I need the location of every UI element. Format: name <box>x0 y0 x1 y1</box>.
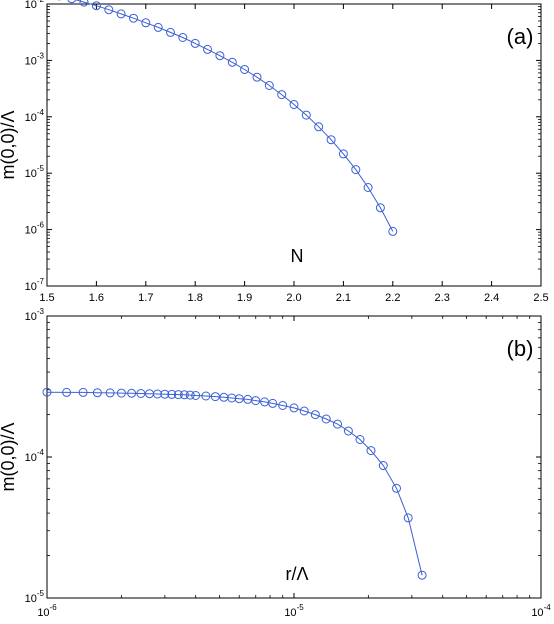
data-point-marker <box>343 426 353 436</box>
data-point-marker <box>185 390 195 400</box>
data-point-marker <box>240 65 250 74</box>
data-point-marker <box>179 390 189 400</box>
x-tick-label: 2.5 <box>533 292 548 304</box>
y-tick-label: 10-3 <box>25 307 45 323</box>
data-point-marker <box>67 0 77 4</box>
y-tick-label: 10-4 <box>25 108 45 124</box>
plot-frame <box>46 3 542 287</box>
data-point-marker <box>351 165 361 175</box>
data-point-marker <box>314 122 324 132</box>
y-tick-label: 10-2 <box>25 0 45 11</box>
panel-label: (a) <box>507 24 534 49</box>
data-point-marker <box>153 22 163 32</box>
data-point-marker <box>366 446 376 456</box>
data-point-marker <box>190 38 200 48</box>
data-point-marker <box>116 9 126 19</box>
data-point-marker <box>166 27 175 37</box>
y-tick-label: 10-7 <box>25 277 45 293</box>
x-tick-label: 1.8 <box>188 292 203 304</box>
y-axis-label: m(0,0)/Λ <box>0 110 18 179</box>
data-point-marker <box>264 81 274 90</box>
data-point-marker <box>299 406 309 416</box>
data-point-marker <box>301 110 311 120</box>
data-point-marker <box>355 435 365 444</box>
data-point-marker <box>403 513 413 523</box>
data-point-marker <box>78 387 88 397</box>
y-tick-label: 10-6 <box>25 221 45 237</box>
data-point-marker <box>136 389 146 398</box>
data-point-marker <box>152 389 162 399</box>
data-point-marker <box>375 203 385 213</box>
x-axis-label: r/Λ <box>285 564 308 584</box>
data-point-marker <box>201 391 211 401</box>
data-point-marker <box>116 388 126 398</box>
y-tick-label: 10-5 <box>25 164 45 180</box>
panel-b: 10-6 10-5 10-410-510-410-3(b)r/Λm(0,0)/Λ <box>0 307 551 619</box>
data-point-marker <box>333 419 342 429</box>
data-point-marker <box>227 57 237 67</box>
x-tick-label: 10-5 <box>284 603 304 619</box>
data-point-marker <box>227 393 237 403</box>
x-axis-label: N <box>291 246 304 266</box>
data-point-marker <box>191 391 201 400</box>
x-tick-label: 2.4 <box>484 292 499 304</box>
y-tick-label: 10-5 <box>25 589 45 605</box>
data-point-marker <box>105 388 115 398</box>
data-point-marker <box>160 389 170 399</box>
data-point-marker <box>79 0 89 7</box>
x-tick-label: 1.5 <box>39 292 54 304</box>
series-line <box>74 0 394 232</box>
x-tick-label: 2.0 <box>286 292 301 304</box>
y-axis-label: m(0,0)/Λ <box>0 422 18 491</box>
data-point-marker <box>268 398 278 408</box>
y-tick-label: 10-3 <box>25 51 45 67</box>
x-tick-label: 2.1 <box>336 292 351 304</box>
data-point-marker <box>251 396 261 406</box>
y-tick-label: 10-4 <box>25 448 45 464</box>
data-point-marker <box>91 1 101 11</box>
x-tick-label: 1.6 <box>89 292 104 304</box>
data-point-marker <box>167 389 177 399</box>
data-point-marker <box>210 392 220 402</box>
data-point-marker <box>127 388 137 398</box>
x-tick-label: 10-6 <box>37 603 57 619</box>
data-point-marker <box>234 394 244 404</box>
plot-frame <box>46 315 542 599</box>
x-tick-label: 2.2 <box>385 292 400 304</box>
data-point-marker <box>42 387 52 397</box>
x-tick-label: 1.9 <box>237 292 252 304</box>
data-point-marker <box>104 5 114 15</box>
data-point-marker <box>252 72 262 82</box>
data-point-marker <box>417 570 427 580</box>
x-tick-label: 1.7 <box>138 292 153 304</box>
data-point-marker <box>92 388 102 398</box>
data-point-marker <box>326 135 336 145</box>
data-point-marker <box>178 33 188 42</box>
data-point-marker <box>388 226 398 236</box>
panel-label: (b) <box>507 336 534 361</box>
data-point-marker <box>392 483 401 493</box>
data-point-marker <box>363 183 373 192</box>
data-point-marker <box>277 90 287 100</box>
data-point-marker <box>173 390 183 400</box>
data-point-marker <box>129 13 138 23</box>
data-point-marker <box>321 414 331 424</box>
series-line <box>46 391 423 576</box>
x-tick-label: 10-4 <box>531 603 551 619</box>
data-point-marker <box>338 149 348 159</box>
data-point-marker <box>203 44 212 54</box>
panel-a: 1.5 1.6 1.7 1.8 1.9 2.0 2.1 2.2 2.3 2.4 2.5 10-7 10-… <box>0 0 549 304</box>
data-point-marker <box>378 461 388 470</box>
data-point-marker <box>289 403 299 413</box>
data-point-marker <box>215 51 225 61</box>
data-point-marker <box>310 410 320 420</box>
data-point-marker <box>62 387 72 397</box>
x-tick-label: 2.3 <box>435 292 450 304</box>
data-point-marker <box>278 401 288 410</box>
data-point-marker <box>289 100 299 109</box>
data-point-marker <box>141 18 151 28</box>
